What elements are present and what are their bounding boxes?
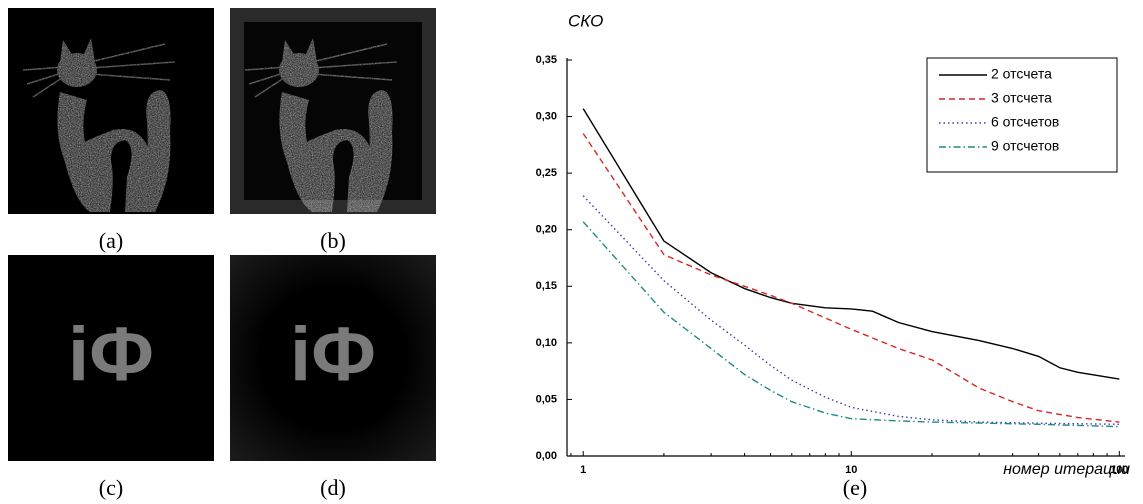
image-d — [230, 255, 436, 461]
y-tick-label: 0,25 — [536, 167, 557, 179]
series-line — [582, 221, 1120, 428]
panel-label: (c) — [99, 475, 123, 500]
x-tick-label: 1 — [580, 464, 586, 476]
series-line — [582, 108, 1120, 380]
legend-box — [926, 57, 1118, 173]
image-text: iФ — [290, 312, 376, 397]
legend-label: 6 отсчетов — [991, 114, 1059, 130]
x-tick-label: 100 — [1110, 464, 1128, 476]
image-c — [8, 255, 214, 461]
series-line — [582, 133, 1120, 423]
legend: 2 отсчета 3 отсчета 6 отсчетов 9 отсчетов — [926, 57, 1118, 173]
y-axis-title: СКО — [568, 11, 603, 30]
x-tick-label: 10 — [845, 464, 857, 476]
image-text: iФ — [68, 312, 154, 397]
legend-label: 9 отсчетов — [991, 138, 1059, 154]
y-tick-label: 0,15 — [536, 280, 557, 292]
y-tick-label: 0,05 — [536, 393, 557, 405]
x-axis-title: номер итерации — [1003, 461, 1130, 478]
y-tick-label: 0,30 — [536, 110, 557, 122]
legend-label: 3 отсчета — [991, 90, 1052, 106]
image-panels: iФ iФ (a) (b) (c) (d) — [8, 8, 436, 500]
y-tick-label: 0,10 — [536, 337, 557, 349]
series-line — [582, 195, 1120, 426]
y-tick-label: 0,00 — [536, 450, 557, 462]
panel-label: (d) — [320, 475, 346, 500]
panel-label: (e) — [843, 475, 867, 500]
legend-label: 2 отсчета — [991, 66, 1052, 82]
panel-label: (a) — [99, 228, 123, 253]
y-tick-label: 0,20 — [536, 224, 557, 236]
panel-label: (b) — [320, 228, 346, 253]
y-tick-label: 0,35 — [536, 54, 557, 66]
chart: СКО номер итерации (e) 0,00 0,05 0,10 0,15 0… — [536, 11, 1131, 500]
